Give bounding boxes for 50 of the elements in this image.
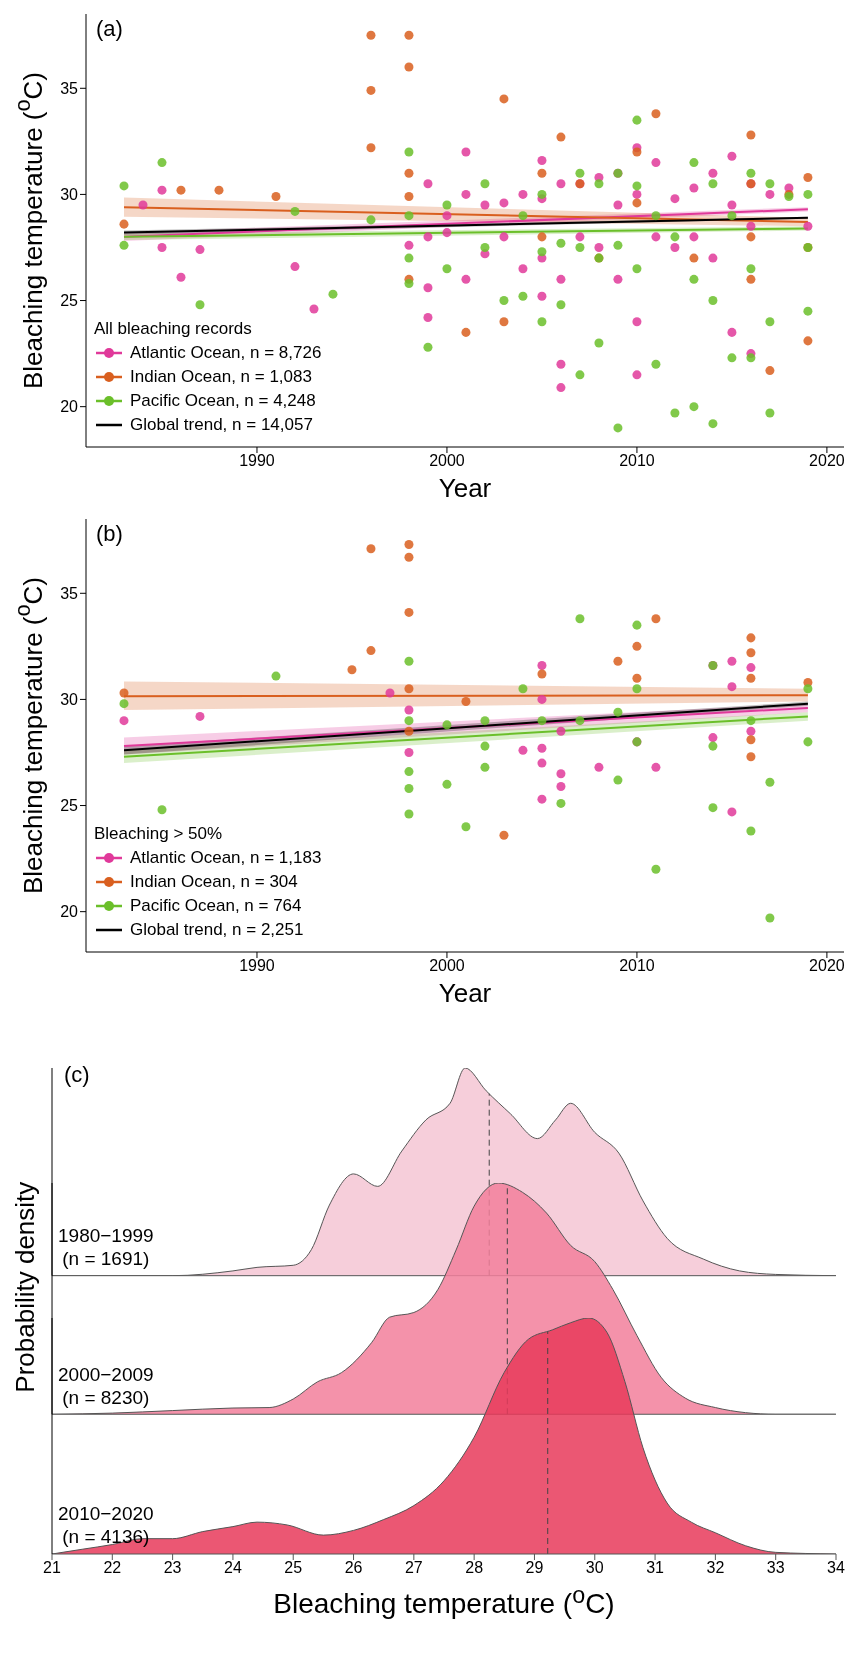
- chart-title: (b): [96, 521, 123, 547]
- y-tick-label: 35: [60, 584, 79, 602]
- y-tick-label: 30: [60, 186, 79, 204]
- y-tick-label: 25: [60, 797, 79, 815]
- chart-title: (a): [96, 16, 123, 42]
- x-tick-label: 2010: [619, 957, 655, 975]
- x-tick-label: 26: [344, 1559, 363, 1577]
- x-tick-label: 31: [646, 1559, 665, 1577]
- series-label: 2010−2020 (n = 4136): [58, 1501, 154, 1548]
- x-tick-label: 23: [163, 1559, 182, 1577]
- x-tick-label: 2020: [809, 452, 845, 470]
- legend-label: Global trend, n = 2,251: [130, 919, 304, 941]
- y-axis-title: Probability density: [10, 1180, 41, 1395]
- x-tick-label: 21: [43, 1559, 61, 1577]
- series-label: 2000−2009 (n = 8230): [58, 1362, 154, 1409]
- x-axis-title: Bleaching temperature ($^{o}$C): [272, 1581, 616, 1620]
- chart-title: (c): [64, 1062, 90, 1088]
- legend-label: Pacific Ocean, n = 4,248: [130, 390, 316, 412]
- x-tick-label: 29: [525, 1559, 544, 1577]
- legend-label: Global trend, n = 14,057: [130, 414, 313, 436]
- x-tick-label: 2000: [429, 957, 465, 975]
- x-tick-label: 1990: [239, 452, 275, 470]
- legend-label: Atlantic Ocean, n = 1,183: [130, 847, 322, 869]
- x-axis-title: Year: [437, 978, 493, 1009]
- x-tick-label: 34: [827, 1559, 845, 1577]
- legend-title: All bleaching records: [94, 318, 253, 340]
- y-tick-label: 25: [60, 292, 79, 310]
- x-axis-title: Year: [437, 473, 493, 504]
- legend-label: Pacific Ocean, n = 764: [130, 895, 302, 917]
- x-tick-label: 25: [284, 1559, 303, 1577]
- legend-label: Indian Ocean, n = 304: [130, 871, 298, 893]
- legend-title: Bleaching > 50%: [94, 823, 224, 845]
- y-tick-label: 30: [60, 691, 79, 709]
- x-tick-label: 28: [465, 1559, 484, 1577]
- legend-label: Atlantic Ocean, n = 8,726: [130, 342, 322, 364]
- x-tick-label: 22: [103, 1559, 122, 1577]
- y-tick-label: 20: [60, 903, 79, 921]
- x-tick-label: 33: [766, 1559, 785, 1577]
- series-label: 1980−1999 (n = 1691): [58, 1223, 154, 1270]
- y-tick-label: 35: [60, 79, 79, 97]
- y-tick-label: 20: [60, 398, 79, 416]
- x-tick-label: 24: [224, 1559, 242, 1577]
- x-tick-label: 32: [706, 1559, 725, 1577]
- x-tick-label: 2020: [809, 957, 845, 975]
- legend-label: Indian Ocean, n = 1,083: [130, 366, 312, 388]
- x-tick-label: 30: [585, 1559, 604, 1577]
- x-tick-label: 1990: [239, 957, 275, 975]
- x-tick-label: 2000: [429, 452, 465, 470]
- x-tick-label: 2010: [619, 452, 655, 470]
- x-tick-label: 27: [404, 1559, 423, 1577]
